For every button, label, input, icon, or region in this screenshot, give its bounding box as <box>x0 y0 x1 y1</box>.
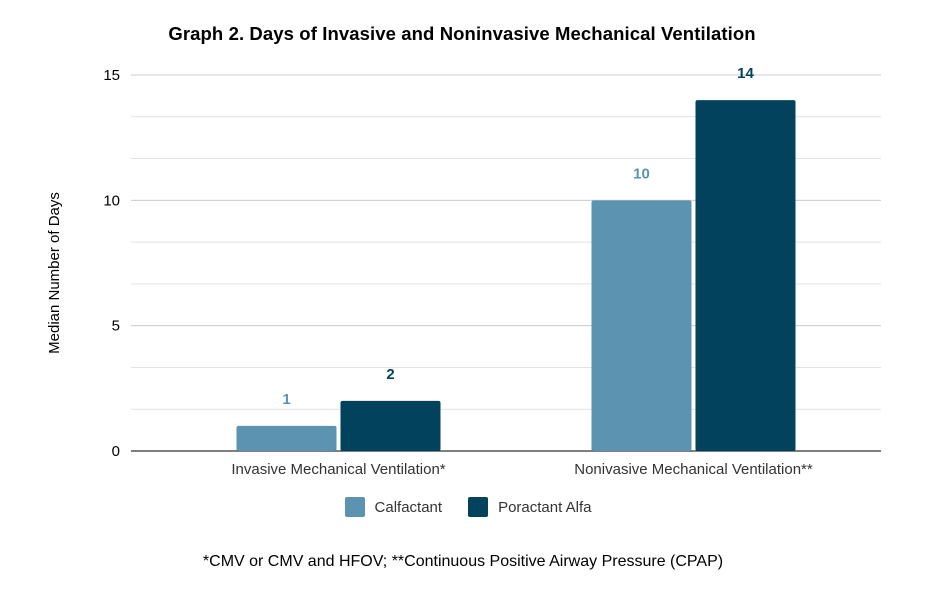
y-tick-label: 15 <box>103 67 120 84</box>
bar <box>695 100 796 452</box>
chart-title: Graph 2. Days of Invasive and Noninvasiv… <box>0 23 936 45</box>
bar <box>591 200 692 451</box>
legend-item: Poractant Alfa <box>468 497 591 517</box>
y-tick-label: 0 <box>112 443 120 460</box>
footnote: *CMV or CMV and HFOV; **Continuous Posit… <box>0 553 936 571</box>
x-tick-label: Nonivasive Mechanical Ventilation** <box>574 461 813 478</box>
bar <box>236 425 337 451</box>
legend-item: Calfactant <box>344 497 443 517</box>
bar-value-label: 2 <box>386 366 394 383</box>
legend-label: Calfactant <box>374 498 443 516</box>
footnote-text: *CMV or CMV and HFOV; **Continuous Posit… <box>202 553 724 570</box>
y-tick-label: 5 <box>112 318 120 335</box>
legend-label: Poractant Alfa <box>498 498 592 516</box>
bars <box>236 100 796 452</box>
bar-value-label: 10 <box>633 165 650 182</box>
data-labels: 1 2 10 14 <box>282 65 754 408</box>
bar-value-label: 14 <box>737 65 754 82</box>
bar-value-label: 1 <box>282 391 290 408</box>
legend-swatch <box>468 497 489 517</box>
axes: 0 5 10 15 Invasive Mechanical Ventilation* No… <box>103 67 881 478</box>
x-tick-label: Invasive Mechanical Ventilation* <box>231 461 445 478</box>
y-tick-label: 10 <box>103 192 120 209</box>
legend-swatch <box>344 497 365 517</box>
legend: Calfactant Poractant Alfa <box>0 497 936 517</box>
bar <box>340 400 441 451</box>
chart-title-text: Graph 2. Days of Invasive and Noninvasiv… <box>168 23 756 44</box>
y-axis-label: Median Number of Days <box>46 192 63 354</box>
